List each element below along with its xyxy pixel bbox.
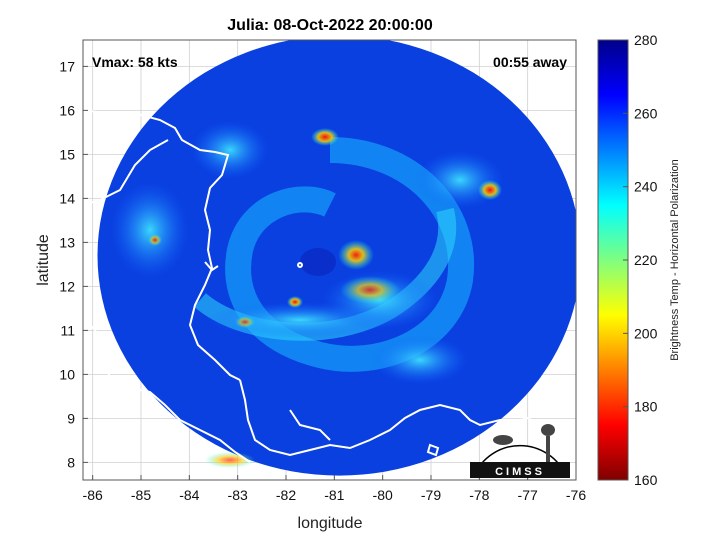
plot-area: -86 -85 -84 -83 -82 -81 -80 -79 -78 -77 -76 8 9 10 11… bbox=[59, 39, 586, 503]
colombia-coast bbox=[239, 379, 576, 457]
coastlines bbox=[83, 109, 576, 463]
island-2 bbox=[297, 262, 303, 268]
x-tick-label: -80 bbox=[373, 487, 393, 503]
y-axis-ticks: 8 9 10 11 12 13 14 15 16 17 bbox=[59, 58, 88, 470]
logo-water-tower bbox=[541, 424, 555, 436]
y-tick-label: 11 bbox=[60, 322, 75, 338]
colorbar-tick-label: 180 bbox=[634, 399, 658, 415]
convection-sw bbox=[235, 316, 255, 328]
eyewall-convection bbox=[338, 240, 374, 270]
axes-frame bbox=[82, 39, 577, 481]
convection-east bbox=[478, 180, 502, 200]
logo-text: CIMSS bbox=[495, 466, 545, 478]
time-away-label: 00:55 away bbox=[493, 54, 567, 70]
storm-eye bbox=[300, 248, 336, 276]
x-tick-label: -77 bbox=[518, 487, 538, 503]
colorbar-tick-label: 160 bbox=[634, 472, 658, 488]
x-tick-label: -78 bbox=[469, 487, 489, 503]
swath bbox=[83, 40, 576, 476]
island-1 bbox=[204, 261, 219, 272]
y-tick-label: 9 bbox=[67, 410, 75, 426]
island-3 bbox=[426, 443, 440, 457]
colorbar-label: Brightness Temp - Horizontal Polarizatio… bbox=[669, 159, 681, 361]
band-cyan-5 bbox=[190, 120, 270, 180]
y-axis-label: latitude bbox=[35, 234, 52, 286]
y-tick-label: 16 bbox=[59, 102, 75, 118]
x-tick-label: -82 bbox=[276, 487, 296, 503]
colorbar-tick-label: 280 bbox=[634, 32, 658, 48]
colorbar-tick-label: 240 bbox=[634, 179, 658, 195]
panama-coast bbox=[83, 317, 251, 463]
convection-center-south bbox=[287, 296, 303, 308]
central-america-coast bbox=[83, 109, 241, 381]
y-tick-label: 12 bbox=[59, 278, 75, 294]
chart-title: Julia: 08-Oct-2022 20:00:00 bbox=[227, 17, 433, 34]
colorbar-tick-label: 220 bbox=[634, 252, 658, 268]
colorbar: 160 180 200 220 240 260 280 Brightness Temp - … bbox=[597, 32, 681, 488]
x-tick-label: -83 bbox=[228, 487, 248, 503]
x-tick-label: -81 bbox=[324, 487, 344, 503]
vmax-label: Vmax: 58 kts bbox=[92, 54, 178, 70]
x-axis-label: longitude bbox=[298, 515, 363, 532]
convection-west bbox=[148, 234, 162, 246]
colorbar-ticks: 160 180 200 220 240 260 280 bbox=[623, 32, 658, 488]
band-cyan-3 bbox=[415, 150, 505, 210]
y-tick-label: 8 bbox=[67, 454, 75, 470]
y-tick-label: 10 bbox=[59, 366, 75, 382]
cimss-logo: CIMSS bbox=[470, 424, 570, 478]
x-tick-label: -84 bbox=[179, 487, 199, 503]
band-cyan-6 bbox=[370, 335, 470, 385]
y-tick-label: 13 bbox=[59, 234, 75, 250]
y-tick-label: 15 bbox=[59, 146, 75, 162]
x-tick-label: -85 bbox=[131, 487, 151, 503]
honduras-coast bbox=[83, 139, 169, 206]
y-tick-label: 17 bbox=[59, 58, 75, 74]
eyewall-south bbox=[340, 276, 400, 304]
gulf-coast bbox=[289, 409, 331, 441]
logo-bar bbox=[470, 462, 570, 478]
logo-satellite-dish bbox=[493, 435, 513, 445]
x-tick-label: -76 bbox=[566, 487, 586, 503]
y-tick-label: 14 bbox=[59, 190, 75, 206]
colorbar-tick-label: 260 bbox=[634, 105, 658, 121]
convection-north bbox=[311, 128, 339, 146]
logo-tower-leg bbox=[546, 436, 550, 462]
band-cyan-4 bbox=[110, 180, 190, 280]
x-axis-ticks: -86 -85 -84 -83 -82 -81 -80 -79 -78 -77 -76 bbox=[83, 475, 586, 503]
x-tick-label: -86 bbox=[83, 487, 103, 503]
cloud-features bbox=[110, 120, 505, 468]
x-tick-label: -79 bbox=[421, 487, 441, 503]
colorbar-tick-label: 200 bbox=[634, 325, 658, 341]
